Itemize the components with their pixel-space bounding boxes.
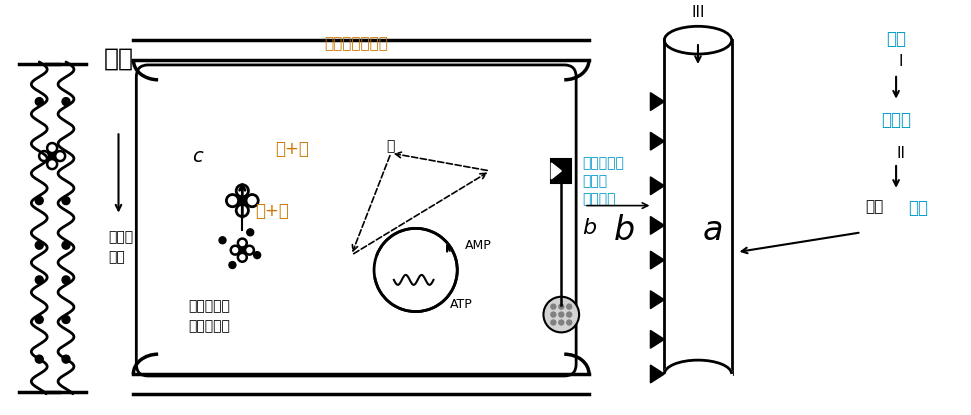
Text: III: III bbox=[691, 5, 705, 20]
Circle shape bbox=[219, 237, 226, 244]
Circle shape bbox=[35, 276, 44, 284]
Polygon shape bbox=[552, 163, 561, 179]
Bar bbox=[552, 159, 571, 183]
Circle shape bbox=[245, 246, 253, 255]
Circle shape bbox=[48, 143, 57, 153]
Circle shape bbox=[253, 251, 260, 259]
Polygon shape bbox=[651, 365, 664, 383]
Text: 下丘脑: 下丘脑 bbox=[881, 112, 911, 129]
Circle shape bbox=[558, 320, 564, 325]
Circle shape bbox=[236, 185, 249, 197]
Text: I: I bbox=[899, 54, 903, 69]
Polygon shape bbox=[651, 291, 664, 309]
Circle shape bbox=[567, 312, 572, 317]
Text: c: c bbox=[192, 146, 203, 166]
Circle shape bbox=[35, 355, 44, 363]
Text: 特异性受体: 特异性受体 bbox=[582, 156, 624, 170]
Polygon shape bbox=[651, 93, 664, 110]
Text: 刺激: 刺激 bbox=[887, 30, 906, 48]
Text: ATP: ATP bbox=[451, 298, 473, 311]
Circle shape bbox=[246, 195, 258, 207]
Circle shape bbox=[240, 247, 245, 253]
Circle shape bbox=[238, 253, 247, 262]
Text: 抗利尿: 抗利尿 bbox=[582, 174, 607, 188]
Circle shape bbox=[567, 320, 572, 325]
Circle shape bbox=[247, 229, 253, 236]
Text: 原尿: 原尿 bbox=[104, 47, 133, 71]
Text: 肾小管上皮细胞: 肾小管上皮细胞 bbox=[324, 37, 388, 51]
Circle shape bbox=[226, 195, 239, 207]
Circle shape bbox=[551, 304, 555, 309]
Circle shape bbox=[239, 197, 247, 205]
Text: （+）: （+） bbox=[255, 202, 289, 220]
Circle shape bbox=[39, 151, 50, 161]
Circle shape bbox=[62, 197, 70, 205]
Ellipse shape bbox=[664, 26, 732, 54]
Circle shape bbox=[35, 98, 44, 105]
Circle shape bbox=[551, 320, 555, 325]
Circle shape bbox=[55, 151, 65, 161]
Circle shape bbox=[35, 197, 44, 205]
Circle shape bbox=[35, 241, 44, 249]
Polygon shape bbox=[651, 177, 664, 195]
Text: 储存水通道
蛋白的囊泡: 储存水通道 蛋白的囊泡 bbox=[187, 300, 230, 333]
Text: 酶: 酶 bbox=[386, 139, 395, 153]
Text: 释放: 释放 bbox=[865, 199, 884, 214]
Text: b: b bbox=[582, 218, 596, 239]
Circle shape bbox=[544, 297, 579, 332]
Circle shape bbox=[551, 312, 555, 317]
Circle shape bbox=[238, 239, 247, 247]
Circle shape bbox=[62, 315, 70, 323]
Circle shape bbox=[558, 312, 564, 317]
Text: II: II bbox=[896, 146, 906, 161]
Text: 垂体: 垂体 bbox=[908, 199, 928, 217]
Text: AMP: AMP bbox=[465, 239, 492, 252]
Circle shape bbox=[35, 315, 44, 323]
Circle shape bbox=[62, 241, 70, 249]
Circle shape bbox=[231, 246, 240, 255]
Text: 水通道
蛋白: 水通道 蛋白 bbox=[109, 230, 134, 264]
Circle shape bbox=[62, 98, 70, 105]
Circle shape bbox=[48, 159, 57, 169]
Text: 激素分子: 激素分子 bbox=[582, 192, 616, 206]
Polygon shape bbox=[651, 251, 664, 269]
Circle shape bbox=[49, 153, 55, 159]
Polygon shape bbox=[651, 132, 664, 150]
Polygon shape bbox=[651, 330, 664, 348]
Text: （+）: （+） bbox=[275, 140, 309, 158]
Text: b: b bbox=[614, 214, 635, 247]
Circle shape bbox=[62, 355, 70, 363]
Circle shape bbox=[229, 261, 236, 269]
Circle shape bbox=[62, 276, 70, 284]
Text: a: a bbox=[703, 214, 723, 247]
Circle shape bbox=[567, 304, 572, 309]
Circle shape bbox=[236, 204, 249, 217]
Circle shape bbox=[558, 304, 564, 309]
Ellipse shape bbox=[664, 360, 732, 388]
Polygon shape bbox=[651, 217, 664, 234]
